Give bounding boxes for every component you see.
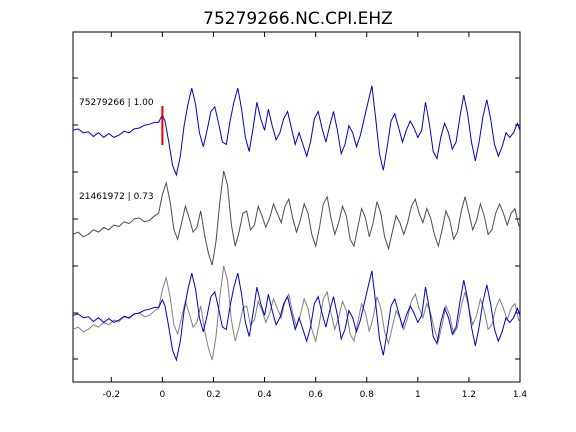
reference-trace [72, 85, 521, 177]
x-axis-tick-labels: -0.2 0 0.2 0.4 0.6 0.8 1 1.2 1.4 [103, 390, 528, 400]
x-tick-label: 0.4 [257, 390, 272, 400]
x-tick-label: 1.2 [462, 390, 476, 400]
x-tick-label: 0 [160, 390, 166, 400]
waveform-traces [72, 85, 521, 362]
x-tick-label: 0.6 [308, 390, 323, 400]
left-axis-ticks [73, 77, 78, 360]
x-tick-label: 1 [415, 390, 421, 400]
x-tick-label: 0.2 [206, 390, 220, 400]
x-tick-label: 0.8 [360, 390, 375, 400]
overlay-reference-trace [72, 270, 521, 362]
chart-title: 75279266.NC.CPI.EHZ [203, 9, 393, 29]
reference-trace-label: 75279266 | 1.00 [79, 98, 154, 108]
x-tick-label: 1.4 [513, 390, 528, 400]
trace-labels: 75279266 | 1.00 21461972 | 0.73 [79, 98, 154, 202]
plot-frame [72, 31, 521, 383]
x-axis-ticks [110, 32, 521, 382]
overlay-match-trace [72, 265, 521, 361]
x-tick-label: -0.2 [103, 390, 121, 400]
match-trace [72, 170, 521, 266]
match-trace-label: 21461972 | 0.73 [79, 192, 154, 202]
